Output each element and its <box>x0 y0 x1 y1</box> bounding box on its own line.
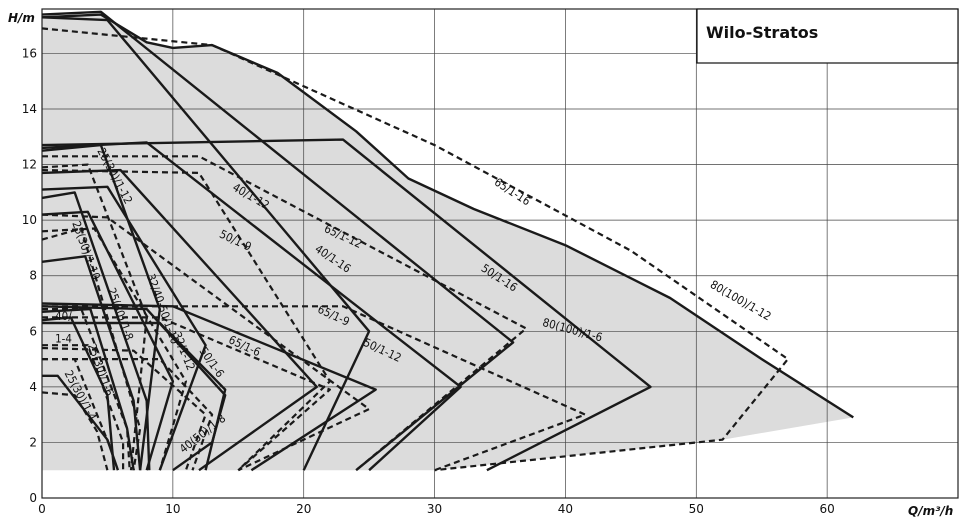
curve-25-30-1-12-solid-10 <box>41 143 162 471</box>
y-tick-12: 12 <box>22 158 37 172</box>
curve-65-1-6-dashed-22 <box>42 316 331 472</box>
curve-32-40-50-1-10-solid-12 <box>41 210 175 471</box>
curve-label-6: 40/ <box>55 309 72 323</box>
curve-25-30-1-4-dashed-1 <box>41 391 109 471</box>
x-tick-40: 40 <box>558 502 573 516</box>
y-axis-label: H/m <box>8 11 35 25</box>
envelope-outline <box>41 13 854 419</box>
x-tick-50: 50 <box>689 502 704 516</box>
curve-65-1-9-solid-23 <box>41 302 377 472</box>
curve-label-18: 65/1-16 <box>492 175 533 209</box>
curve-65-1-16-solid-29 <box>41 138 652 472</box>
curve-80-100-1-6-dashed-28 <box>42 305 587 472</box>
x-axis-label: Q/m³/h <box>908 504 953 518</box>
y-tick-6: 6 <box>29 324 37 338</box>
y-tick-14: 14 <box>22 102 37 116</box>
curve-25-30-1-8-dashed-7 <box>42 308 131 471</box>
curve-50-1-6-dashed-18 <box>42 358 214 471</box>
curve-25-30-1-10-solid-8 <box>41 191 151 471</box>
plot-frame <box>41 8 959 499</box>
curve-50-1-16-solid-27 <box>41 10 515 472</box>
curve-40-1-12-dashed-20 <box>41 169 331 471</box>
curve-25-30-1-12-dashed-11 <box>41 163 148 471</box>
x-tick-60: 60 <box>820 502 835 516</box>
y-tick-2: 2 <box>29 435 37 449</box>
axes: 0 10 20 30 40 50 60 0 2 4 6 8 10 12 14 16 <box>22 46 835 516</box>
y-tick-4: 4 <box>29 380 37 394</box>
y-tick-16: 16 <box>22 46 37 60</box>
envelope-area <box>42 14 854 471</box>
x-tick-10: 10 <box>165 502 180 516</box>
curve-50-1-6-solid-17 <box>42 321 227 471</box>
curve-25-30-1-10-dashed-9 <box>41 227 142 471</box>
curve-40-1-12-solid-19 <box>41 168 318 472</box>
y-tick-8: 8 <box>29 269 37 283</box>
curve-40-1-4-solid-2 <box>41 316 116 471</box>
x-tick-0: 0 <box>38 502 46 516</box>
curve-label-21: 80(100)/1-12 <box>708 277 774 323</box>
curve-50-1-9-dashed-21 <box>41 213 371 472</box>
pump-curves <box>41 10 854 472</box>
y-tick-0: 0 <box>29 491 37 505</box>
brand-box: Wilo-Stratos <box>696 8 959 64</box>
x-tick-20: 20 <box>296 502 311 516</box>
brand-label: Wilo-Stratos <box>706 23 818 42</box>
curve-25-30-1-8-solid-6 <box>41 255 142 471</box>
curve-25-30-1-6-solid-4 <box>41 307 135 471</box>
curve-label-7: 1-4 <box>55 331 72 345</box>
curve-32-1-12-solid-13 <box>41 185 207 471</box>
curve-40-1-16-solid-24 <box>41 16 371 471</box>
curve-65-1-12-dashed-25 <box>42 155 528 472</box>
curve-40-50-1-8-dashed-16 <box>41 346 207 471</box>
brand-box-frame <box>696 8 959 64</box>
operating-envelope <box>42 14 854 471</box>
x-tick-30: 30 <box>427 502 442 516</box>
curve-25-30-1-6-dashed-5 <box>42 344 125 471</box>
y-tick-10: 10 <box>22 213 37 227</box>
